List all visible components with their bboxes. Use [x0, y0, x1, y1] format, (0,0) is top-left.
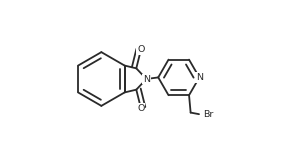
Text: N: N [143, 75, 150, 83]
Text: Br: Br [203, 110, 213, 119]
Text: O: O [137, 103, 145, 112]
Text: O: O [137, 46, 145, 55]
Text: N: N [196, 73, 203, 82]
